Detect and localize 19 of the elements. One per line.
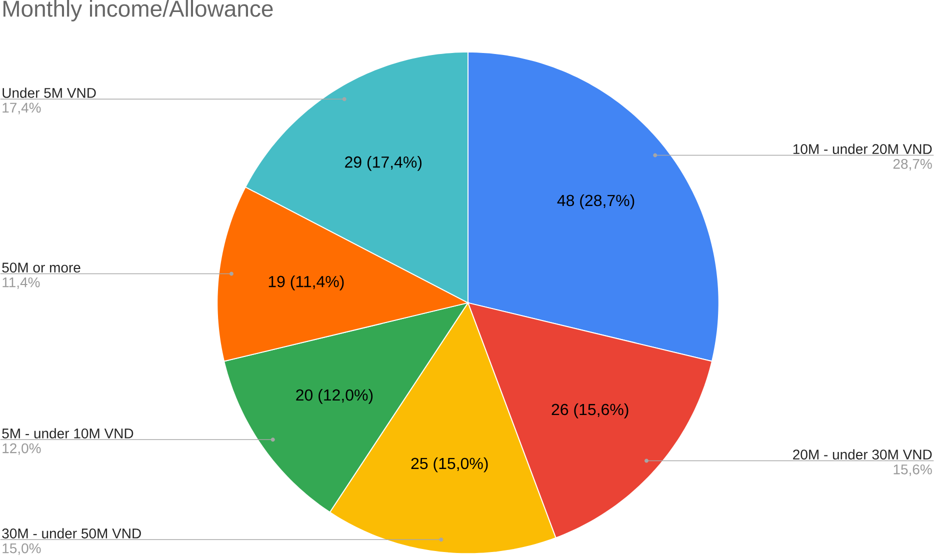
slice-label: 50M or more bbox=[2, 262, 80, 273]
slice-label: 10M - under 20M VND bbox=[793, 144, 932, 154]
text: 17,4% bbox=[2, 102, 41, 114]
slice-label: 20M - under 30M VND bbox=[793, 449, 932, 460]
slice-label: 5M - under 10M VND bbox=[2, 428, 134, 438]
data-label: 48 (28,7%) bbox=[557, 194, 634, 210]
data-label: 29 (17,4%) bbox=[345, 156, 422, 171]
data-label: 25 (15,0%) bbox=[411, 457, 488, 472]
text: 12,0% bbox=[2, 443, 41, 455]
chart-title: Monthly income/Allowance bbox=[3, 0, 273, 22]
text: 11,4% bbox=[2, 277, 40, 290]
text: 28,7% bbox=[893, 158, 932, 171]
data-label: 26 (15,6%) bbox=[552, 403, 628, 418]
data-label: 19 (11,4%) bbox=[268, 276, 344, 290]
text: 15,6% bbox=[894, 464, 932, 476]
slice-label: Under 5M VND bbox=[2, 88, 96, 98]
text: 15,0% bbox=[2, 543, 41, 555]
slice-label: 30M - under 50M VND bbox=[2, 528, 141, 538]
data-label: 20 (12,0%) bbox=[296, 389, 373, 404]
